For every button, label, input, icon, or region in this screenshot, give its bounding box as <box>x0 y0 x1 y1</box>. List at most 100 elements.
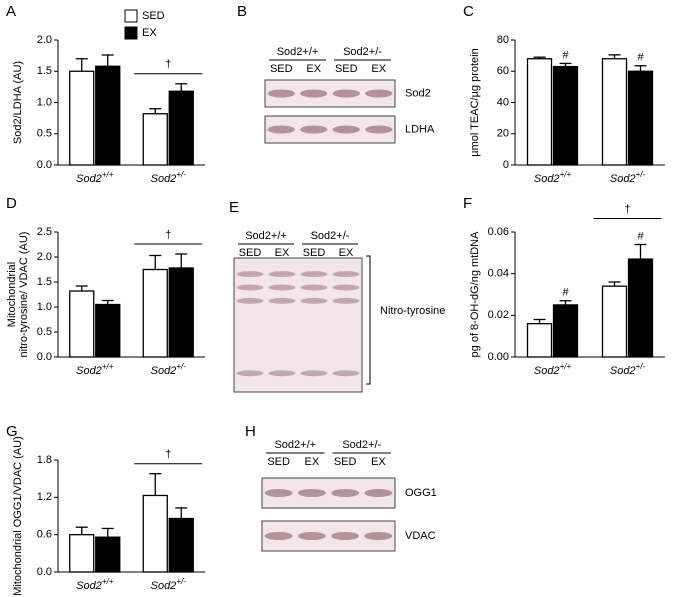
bar <box>95 303 121 358</box>
group-label: † <box>165 449 171 461</box>
blot-lane: EX <box>275 247 290 259</box>
y-tick-label: 0.06 <box>488 226 509 238</box>
y-tick-label: 0.02 <box>488 309 509 321</box>
y-tick-label: 0.5 <box>37 128 52 140</box>
blot-band <box>297 489 326 497</box>
bar <box>627 70 654 166</box>
blot-group: Sod2+/- <box>343 46 382 58</box>
blot-band-label: Nitro-tyrosine <box>380 305 445 317</box>
blot-band <box>332 89 360 98</box>
blot-group: Sod2+/+ <box>274 439 316 451</box>
y-tick-label: 1.2 <box>37 491 52 503</box>
blot-band <box>268 284 296 291</box>
group-label: † <box>165 229 171 241</box>
bar <box>526 323 553 358</box>
blot-band <box>332 284 360 291</box>
blot-lane: SED <box>334 456 357 468</box>
x-tick-label: Sod2+/+ <box>534 362 572 377</box>
x-tick-label: Sod2+/+ <box>76 362 114 377</box>
bar <box>142 113 168 166</box>
blot-band <box>267 89 295 98</box>
blot-band <box>300 297 328 304</box>
y-axis-label: pg of 8-OH-dG/ng mtDNA <box>469 231 481 358</box>
bar <box>95 65 121 166</box>
blot-band <box>236 370 264 377</box>
bar <box>168 517 194 573</box>
blot-band-label: Sod2 <box>405 87 431 99</box>
panel-letter: B <box>237 3 247 20</box>
panel-letter: D <box>6 195 17 212</box>
bar <box>601 285 628 358</box>
bar <box>69 70 95 166</box>
blot-band <box>268 370 296 377</box>
y-axis-label: nitro-tyrosine/ VDAC (AU) <box>18 232 30 358</box>
y-tick-label: 0.6 <box>37 529 52 541</box>
x-tick-label: Sod2+/- <box>151 577 187 592</box>
bar <box>601 58 628 166</box>
blot-band <box>300 271 328 278</box>
y-tick-label: 1.8 <box>37 454 52 466</box>
blot-band <box>236 271 264 278</box>
blot-band-label: OGG1 <box>405 487 437 499</box>
blot-band <box>331 532 360 540</box>
blot-band <box>268 271 296 278</box>
bar <box>69 290 95 358</box>
y-tick-label: 2.0 <box>37 251 52 263</box>
blot-band <box>332 297 360 304</box>
blot-band-label: VDAC <box>405 530 436 542</box>
x-tick-label: Sod2+/- <box>151 170 187 185</box>
blot-band <box>364 532 393 540</box>
blot-lane: EX <box>371 456 386 468</box>
bar <box>168 267 194 358</box>
x-tick-label: Sod2+/+ <box>76 170 114 185</box>
y-tick-label: 0.0 <box>37 566 52 578</box>
blot-group: Sod2+/+ <box>245 230 287 242</box>
y-tick-label: 1.5 <box>37 276 52 288</box>
legend-label: EX <box>142 27 157 39</box>
panel-letter: A <box>6 3 16 20</box>
blot-band <box>365 125 393 134</box>
y-tick-label: 0.0 <box>37 351 52 363</box>
panel-letter: F <box>463 195 472 212</box>
blot-lane: EX <box>306 63 321 75</box>
bar <box>69 534 95 573</box>
y-axis-label: Mitochondrial OGG1/VDAC (AU) <box>12 436 24 596</box>
y-tick-label: 0 <box>503 159 509 171</box>
blot-band <box>332 370 360 377</box>
y-tick-label: 1.5 <box>37 65 52 77</box>
y-tick-label: 2.5 <box>37 226 52 238</box>
blot-band <box>331 489 360 497</box>
blot-band-label: LDHA <box>405 123 435 135</box>
bar <box>95 536 121 573</box>
blot-bracket <box>366 255 371 385</box>
blot-lane: EX <box>371 63 386 75</box>
blot-band <box>300 125 328 134</box>
blot-lane: SED <box>303 247 326 259</box>
blot-lane: SED <box>267 456 290 468</box>
y-tick-label: 0.00 <box>488 351 509 363</box>
blot-band <box>332 271 360 278</box>
blot-band <box>236 284 264 291</box>
x-tick-label: Sod2+/- <box>610 170 646 185</box>
panel-letter: E <box>229 199 239 216</box>
legend-swatch <box>124 26 138 40</box>
blot-lane: EX <box>305 456 320 468</box>
bar <box>627 258 654 358</box>
blot-band <box>300 284 328 291</box>
y-tick-label: 60 <box>497 65 509 77</box>
blot-lane: EX <box>339 247 354 259</box>
group-label: † <box>165 59 171 71</box>
bar <box>168 90 194 166</box>
blot-band <box>268 297 296 304</box>
significance-flag: # <box>562 287 569 299</box>
blot-band <box>300 89 328 98</box>
blot-lane: SED <box>335 63 358 75</box>
bar <box>552 65 579 166</box>
x-tick-label: Sod2+/+ <box>76 577 114 592</box>
y-tick-label: 0.0 <box>37 159 52 171</box>
panel-letter: H <box>245 423 256 440</box>
significance-flag: # <box>562 49 569 61</box>
legend-label: SED <box>142 10 165 22</box>
y-tick-label: 0.5 <box>37 326 52 338</box>
y-tick-label: 0.04 <box>488 268 509 280</box>
